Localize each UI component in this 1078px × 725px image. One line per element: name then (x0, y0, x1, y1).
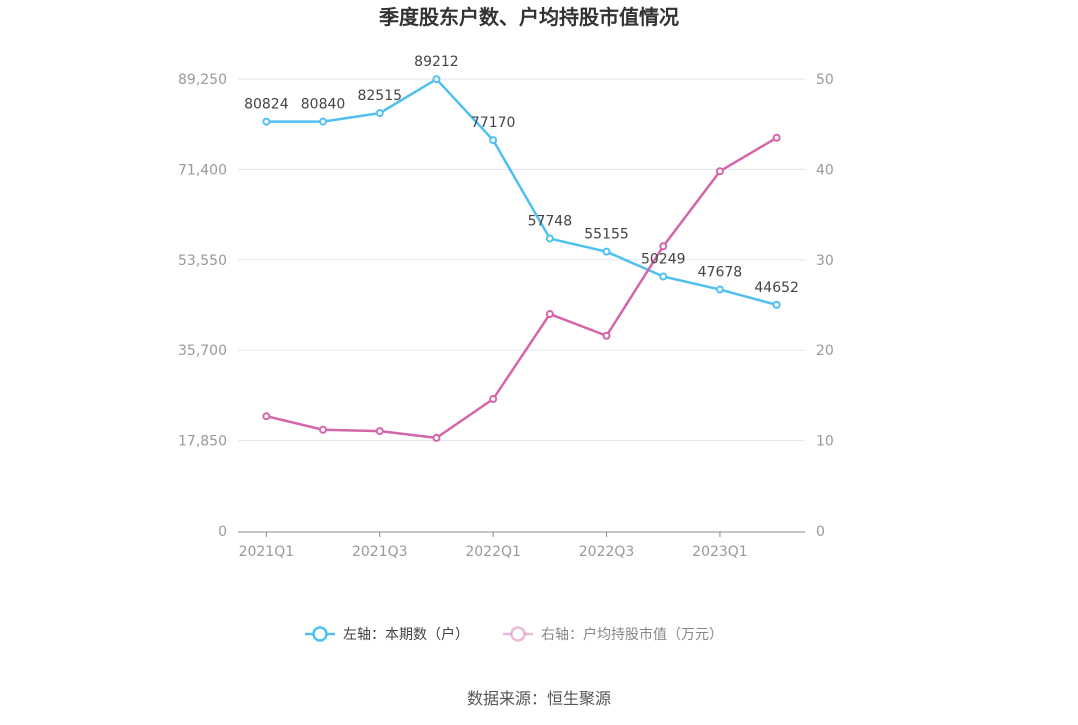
left-axis-tick-label: 0 (218, 524, 227, 540)
series-2-point (602, 331, 611, 340)
data-labels: 80824 80840 82515 89212 77170 57748 55155 50249… (244, 54, 799, 296)
right-axis-tick-label: 40 (816, 162, 834, 178)
data-label: 44652 (754, 280, 799, 296)
legend-circle-icon (312, 626, 328, 642)
right-axis-tick-label: 20 (816, 343, 834, 359)
series-1-point (602, 247, 611, 256)
series-2-point (659, 242, 668, 251)
data-label: 47678 (698, 265, 743, 281)
x-axis-tick-label: 2022Q3 (579, 544, 635, 560)
chart-title: 季度股东户数、户均持股市值情况 (378, 5, 679, 29)
grid-lines (238, 78, 805, 442)
series-1-point (489, 136, 498, 145)
series-1-point (659, 272, 668, 281)
series-2-point (375, 427, 384, 436)
data-label: 89212 (414, 54, 459, 70)
data-label: 77170 (471, 115, 516, 131)
legend-item-1[interactable]: 左轴：本期数（户） (305, 626, 469, 643)
data-label: 82515 (357, 88, 402, 104)
series-2-point (545, 310, 554, 319)
series-1-point (715, 285, 724, 294)
legend-item-2[interactable]: 右轴：户均持股市值（万元） (503, 626, 723, 643)
x-axis-tick-label: 2023Q1 (692, 544, 748, 560)
right-axis-tick-label: 30 (816, 253, 834, 269)
x-axis-tick-label: 2021Q1 (239, 544, 295, 560)
x-axis-tick-label: 2022Q1 (465, 544, 521, 560)
series-1-point (545, 234, 554, 243)
series-2-point (772, 133, 781, 142)
series-1-point (432, 75, 441, 84)
series-1-point (375, 109, 384, 118)
right-axis-tick-label: 10 (816, 434, 834, 450)
left-axis-tick-label: 71,400 (178, 162, 227, 178)
series-1-point (262, 117, 271, 126)
left-axis-tick-label: 53,550 (178, 253, 227, 269)
legend-circle-icon (510, 626, 526, 642)
series-1-point (319, 117, 328, 126)
left-axis-tick-label: 89,250 (178, 72, 227, 88)
series-2-point (489, 395, 498, 404)
series-2-point (262, 412, 271, 421)
axes: 0 0 17,850 10 35,700 20 53,550 30 71,400 40 89,250… (178, 72, 834, 560)
data-label: 57748 (528, 214, 573, 230)
right-axis-tick-label: 50 (816, 72, 834, 88)
left-axis-tick-label: 35,700 (178, 343, 227, 359)
series-line-1 (266, 77, 777, 307)
right-axis-tick-label: 0 (816, 524, 825, 540)
legend-label: 左轴：本期数（户） (343, 626, 469, 643)
series-2-point (319, 425, 328, 434)
data-label: 80840 (301, 97, 346, 113)
legend-label: 右轴：户均持股市值（万元） (541, 626, 723, 643)
x-axis-tick-label: 2021Q3 (352, 544, 408, 560)
series-2-point (432, 433, 441, 442)
series-2-point (715, 167, 724, 176)
series-line-2 (266, 136, 778, 440)
data-label: 55155 (584, 227, 629, 243)
series-1-point (772, 300, 781, 309)
series-layer (262, 75, 781, 442)
legend[interactable]: 左轴：本期数（户） 右轴：户均持股市值（万元） (305, 626, 723, 643)
data-label: 50249 (641, 252, 686, 268)
left-axis-tick-label: 17,850 (178, 434, 227, 450)
source-note: 数据来源：恒生聚源 (467, 689, 611, 708)
data-label: 80824 (244, 97, 289, 113)
